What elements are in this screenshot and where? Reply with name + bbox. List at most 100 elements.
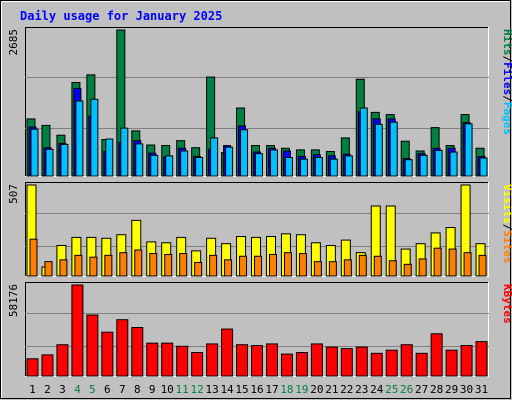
bar-pages xyxy=(105,138,114,177)
bar-pages xyxy=(374,123,383,177)
x-tick-label: 8 xyxy=(134,383,141,396)
x-tick-label: 2 xyxy=(44,383,51,396)
x-tick-label: 22 xyxy=(340,383,353,396)
bar-pages xyxy=(60,143,69,177)
bar-kbytes xyxy=(71,284,84,377)
bar-kbytes xyxy=(101,331,114,377)
bar-sites xyxy=(74,254,83,277)
bar-kbytes xyxy=(385,349,398,377)
bar-sites xyxy=(388,260,397,277)
bar-kbytes xyxy=(265,343,278,377)
bar-pages xyxy=(210,137,219,177)
ymax-label: 58176 xyxy=(7,284,20,317)
bar-sites xyxy=(89,256,98,277)
bar-kbytes xyxy=(355,346,368,377)
bar-kbytes xyxy=(430,333,443,377)
x-tick-label: 20 xyxy=(310,383,323,396)
bar-kbytes xyxy=(280,353,293,377)
x-tick-label: 16 xyxy=(250,383,263,396)
bar-pages xyxy=(240,129,249,177)
bar-pages xyxy=(120,127,129,177)
x-tick-label: 28 xyxy=(430,383,443,396)
bar-pages xyxy=(225,146,234,177)
side-legend: Hits/Files/Pages xyxy=(501,29,512,135)
x-tick-label: 18 xyxy=(280,383,293,396)
bar-kbytes xyxy=(86,314,99,377)
x-tick-label: 9 xyxy=(149,383,156,396)
ymax-label: 507 xyxy=(7,184,20,204)
bar-sites xyxy=(59,259,68,277)
legend-hits: Hits xyxy=(501,29,512,56)
bar-kbytes xyxy=(176,345,189,377)
bar-pages xyxy=(389,121,398,177)
bar-sites xyxy=(358,254,367,277)
bar-pages xyxy=(284,157,293,177)
bar-sites xyxy=(254,255,263,277)
x-tick-label: 26 xyxy=(400,383,413,396)
bar-sites xyxy=(403,263,412,277)
bar-sites xyxy=(119,252,128,277)
panel-visits: 507 Visits/Sites xyxy=(7,182,512,277)
bar-kbytes xyxy=(251,344,264,377)
legend-slash: / xyxy=(501,95,512,102)
bar-sites xyxy=(209,254,218,277)
bar-sites xyxy=(283,252,292,277)
bar-kbytes xyxy=(295,352,308,377)
x-tick-label: 15 xyxy=(235,383,248,396)
bar-sites xyxy=(448,248,457,277)
bar-pages xyxy=(329,158,338,177)
bar-sites xyxy=(149,253,158,277)
bar-kbytes xyxy=(236,344,249,377)
legend-slash: / xyxy=(501,224,512,231)
bar-kbytes xyxy=(26,358,39,377)
bar-kbytes xyxy=(206,343,219,377)
bar-sites xyxy=(478,254,487,277)
x-tick-label: 12 xyxy=(191,383,204,396)
bar-pages xyxy=(30,128,39,177)
bar-kbytes xyxy=(41,354,54,377)
x-tick-label: 24 xyxy=(370,383,384,396)
bar-kbytes xyxy=(475,341,488,377)
x-tick-label: 27 xyxy=(415,383,428,396)
bar-pages xyxy=(479,157,488,177)
bar-kbytes xyxy=(191,352,204,377)
bar-sites xyxy=(433,247,442,277)
bar-sites xyxy=(313,261,322,277)
bar-sites xyxy=(298,253,307,277)
legend-visits: Visits xyxy=(501,184,512,224)
bar-pages xyxy=(449,151,458,177)
bar-pages xyxy=(359,107,368,177)
bar-kbytes xyxy=(415,352,428,377)
bar-kbytes xyxy=(370,352,383,377)
x-tick-label: 13 xyxy=(205,383,218,396)
bar-sites xyxy=(179,253,188,277)
bar-kbytes xyxy=(221,328,234,377)
side-legend: Visits/Sites xyxy=(501,184,512,264)
x-tick-label: 7 xyxy=(119,383,126,396)
legend-slash: / xyxy=(501,56,512,63)
bar-kbytes xyxy=(460,344,473,377)
legend-files: Files xyxy=(501,62,512,95)
bar-pages xyxy=(195,157,204,177)
x-tick-label: 19 xyxy=(295,383,308,396)
bar-sites xyxy=(104,254,113,277)
x-tick-label: 21 xyxy=(325,383,338,396)
bar-sites xyxy=(418,258,427,277)
bar-pages xyxy=(150,154,159,177)
bar-pages xyxy=(314,157,323,177)
x-tick-label: 23 xyxy=(355,383,368,396)
bar-sites xyxy=(134,249,143,277)
bar-pages xyxy=(90,98,99,177)
bar-kbytes xyxy=(400,344,413,377)
bar-kbytes xyxy=(161,342,174,377)
x-tick-label: 11 xyxy=(176,383,189,396)
bar-kbytes xyxy=(116,319,129,377)
bar-pages xyxy=(135,143,144,177)
x-tick-label: 25 xyxy=(385,383,398,396)
x-tick-label: 14 xyxy=(220,383,234,396)
bar-sites xyxy=(239,255,248,277)
x-tick-label: 31 xyxy=(475,383,488,396)
